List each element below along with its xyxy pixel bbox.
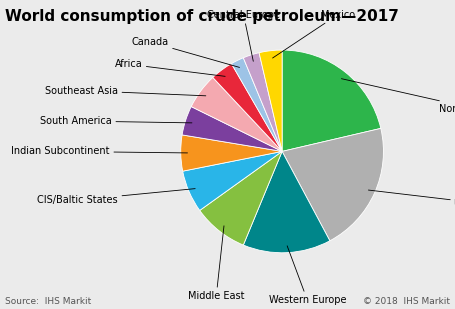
Text: CIS/Baltic States: CIS/Baltic States	[37, 188, 195, 205]
Wedge shape	[259, 50, 282, 151]
Text: United States: United States	[369, 190, 455, 209]
Wedge shape	[232, 58, 282, 151]
Text: Indian Subcontinent: Indian Subcontinent	[11, 146, 187, 156]
Text: Mexico: Mexico	[273, 10, 355, 58]
Wedge shape	[191, 78, 282, 151]
Text: Central Europe: Central Europe	[207, 10, 280, 61]
Wedge shape	[181, 135, 282, 171]
Wedge shape	[200, 151, 282, 245]
Wedge shape	[213, 64, 282, 151]
Wedge shape	[183, 151, 282, 210]
Text: Southeast Asia: Southeast Asia	[45, 86, 206, 96]
Text: Canada: Canada	[131, 37, 239, 67]
Text: Middle East: Middle East	[188, 226, 244, 301]
Text: Northeast Asia: Northeast Asia	[341, 79, 455, 114]
Wedge shape	[243, 151, 330, 253]
Wedge shape	[243, 53, 282, 151]
Wedge shape	[182, 107, 282, 151]
Text: © 2018  IHS Markit: © 2018 IHS Markit	[364, 297, 450, 306]
Text: Western Europe: Western Europe	[269, 246, 346, 305]
Wedge shape	[282, 50, 381, 151]
Wedge shape	[282, 129, 384, 241]
Text: Africa: Africa	[115, 59, 225, 76]
Text: World consumption of crude petroleum—2017: World consumption of crude petroleum—201…	[5, 9, 399, 24]
Text: South America: South America	[40, 116, 192, 126]
Text: Source:  IHS Markit: Source: IHS Markit	[5, 297, 91, 306]
